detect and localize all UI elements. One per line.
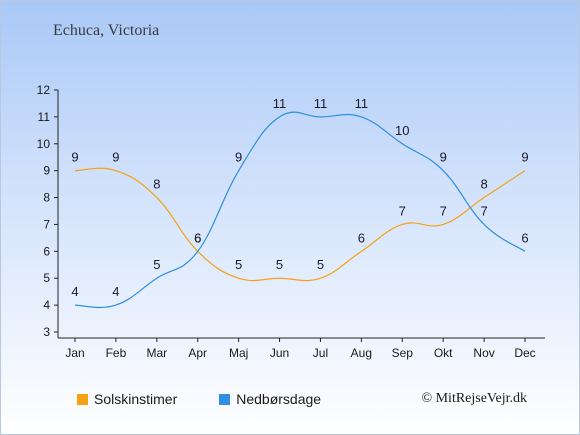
y-tick-label: 6 xyxy=(43,244,50,258)
x-tick-label: Mar xyxy=(146,346,167,360)
data-label: 9 xyxy=(71,150,78,165)
data-label: 9 xyxy=(521,150,528,165)
x-tick-label: Jul xyxy=(313,346,328,360)
legend-label-solskinstimer: Solskinstimer xyxy=(94,391,178,407)
x-tick-label: Aug xyxy=(351,346,372,360)
x-tick-label: Nov xyxy=(473,346,494,360)
data-label: 8 xyxy=(480,177,487,192)
data-label: 6 xyxy=(358,230,365,245)
data-label: 4 xyxy=(112,284,119,299)
copyright-text: © MitRejseVejr.dk xyxy=(421,391,527,406)
legend-item-solskinstimer: Solskinstimer xyxy=(77,391,177,407)
data-label: 9 xyxy=(112,150,119,165)
y-tick-label: 4 xyxy=(43,298,50,312)
legend-swatch-solskinstimer xyxy=(77,393,88,405)
data-label: 9 xyxy=(440,150,447,165)
data-label: 6 xyxy=(194,230,201,245)
y-tick-label: 9 xyxy=(43,164,50,178)
data-label: 7 xyxy=(399,203,406,218)
y-tick-label: 8 xyxy=(43,191,50,205)
x-tick-label: Maj xyxy=(229,346,248,360)
legend-item-nedborsdage: Nedbørsdage xyxy=(219,391,321,407)
series-line-0 xyxy=(74,167,526,282)
data-label: 10 xyxy=(395,123,409,138)
data-label: 11 xyxy=(355,96,369,111)
data-label: 7 xyxy=(440,203,447,218)
data-label: 5 xyxy=(153,257,160,272)
legend-label-nedborsdage: Nedbørsdage xyxy=(236,391,322,407)
data-label: 6 xyxy=(521,230,528,245)
y-tick-label: 10 xyxy=(37,137,51,151)
x-tick-label: Apr xyxy=(188,346,207,360)
data-label: 5 xyxy=(317,257,324,272)
data-label: 4 xyxy=(71,284,78,299)
data-label: 7 xyxy=(480,203,487,218)
legend: Solskinstimer Nedbørsdage xyxy=(77,391,363,407)
data-label: 11 xyxy=(273,96,287,111)
x-tick-label: Jan xyxy=(65,346,84,360)
x-tick-label: Sep xyxy=(392,346,414,360)
x-tick-label: Feb xyxy=(106,346,127,360)
legend-swatch-nedborsdage xyxy=(219,393,231,405)
series-layer xyxy=(74,111,526,309)
y-tick-label: 11 xyxy=(38,110,51,124)
data-label: 9 xyxy=(235,150,242,165)
y-tick-label: 12 xyxy=(37,83,51,97)
data-label: 11 xyxy=(314,96,328,111)
data-label: 8 xyxy=(153,177,160,192)
chart-title: Echuca, Victoria xyxy=(53,22,160,39)
data-label: 5 xyxy=(276,257,283,272)
x-tick-label: Jun xyxy=(270,346,289,360)
chart-axes: 3 4 5 6 7 8 9 10 11 12 Jan Feb Mar Apr Maj Jun Jul Aug Sep… xyxy=(37,83,545,360)
x-tick-label: Okt xyxy=(434,346,453,360)
x-tick-label: Dec xyxy=(514,346,535,360)
data-label: 6 xyxy=(194,230,201,245)
y-tick-label: 5 xyxy=(43,271,50,285)
y-tick-label: 3 xyxy=(43,325,50,339)
y-tick-label: 7 xyxy=(43,217,50,231)
data-label: 5 xyxy=(235,257,242,272)
series-line-1 xyxy=(74,111,526,309)
